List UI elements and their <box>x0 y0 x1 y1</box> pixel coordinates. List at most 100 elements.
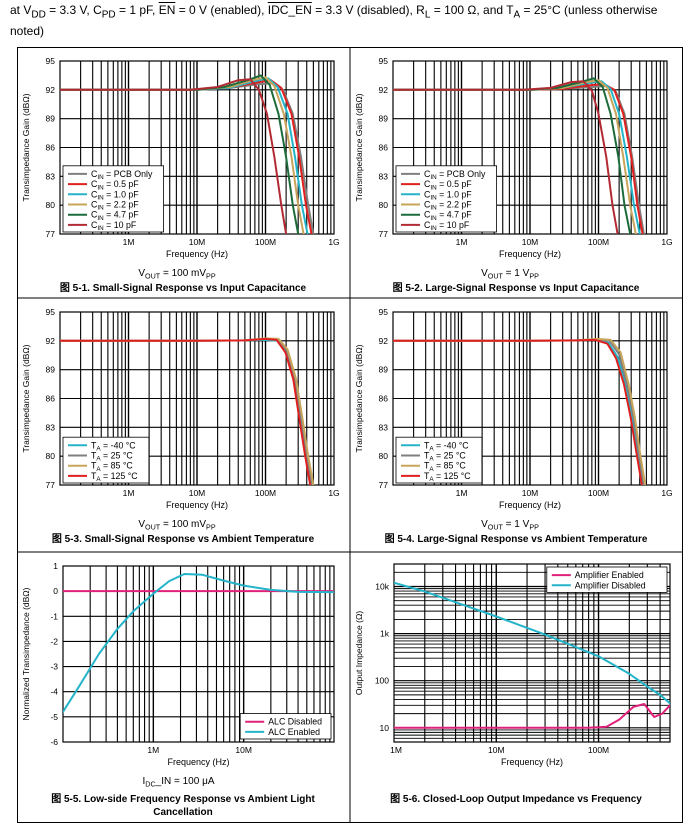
series-line-1 <box>394 703 670 729</box>
x-tick-label: 1M <box>123 237 135 247</box>
y-tick-label: 92 <box>379 336 389 346</box>
x-axis-label: Frequency (Hz) <box>499 249 561 259</box>
series-group <box>394 581 670 729</box>
y-axis-label: Transimpedance Gain (dBΩ) <box>21 93 31 201</box>
plot-frame <box>393 563 671 743</box>
series-line-4 <box>393 338 643 485</box>
series-group <box>393 337 647 485</box>
x-tick-label: 100M <box>255 488 276 498</box>
chart-fig-5-3: 77 80 83 86 89 92 95 1M 10M 100M 1G Frequency (Hz) T… <box>21 307 340 545</box>
plot-frame <box>392 311 668 486</box>
x-tick-label: 10M <box>235 745 252 755</box>
y-tick-label: 83 <box>379 171 389 181</box>
chart-subcaption: VOUT​ = 100 mVPP​ <box>138 519 215 532</box>
legend-entry: CIN​ = 1.0 pF <box>424 189 472 201</box>
chart-caption: 图 5-1. Small-Signal Response vs Input Ca… <box>60 282 307 294</box>
chart-fig-5-4: 77 80 83 86 89 92 95 1M 10M 100M 1G Frequency (Hz) T… <box>354 307 673 545</box>
y-tick-label: 92 <box>379 85 389 95</box>
y-axis-label: Transimpedance Gain (dBΩ) <box>21 344 31 452</box>
y-tick-label: 80 <box>379 451 389 461</box>
legend-entry: ALC Enabled <box>268 727 320 737</box>
series-line-2 <box>63 573 334 713</box>
legend-entry: CIN​ = 2.2 pF <box>424 200 472 212</box>
legend-entry: CIN​ = 4.7 pF <box>91 210 139 222</box>
legend-entry: TA​ = 85 °C <box>91 461 133 473</box>
y-axis-label: Transimpedance Gain (dBΩ) <box>354 344 364 452</box>
legend-entry: CIN​ = 10 pF <box>91 220 137 232</box>
x-tick-label: 1M <box>123 488 135 498</box>
y-tick-label: 89 <box>379 114 389 124</box>
test-conditions: at VDD = 3.3 V, CPD = 1 pF, EN = 0 V (en… <box>10 3 658 39</box>
y-tick-label: 0 <box>53 586 58 596</box>
x-tick-label: 100M <box>588 237 609 247</box>
y-tick-label: 89 <box>46 365 56 375</box>
x-tick-label: 100M <box>255 237 276 247</box>
y-tick-label: 77 <box>379 480 389 490</box>
x-axis-label: Frequency (Hz) <box>167 757 229 767</box>
y-tick-label: 83 <box>379 422 389 432</box>
x-tick-label: 1M <box>456 488 468 498</box>
x-tick-label: 10M <box>189 237 206 247</box>
legend: TA​ = -40 °CTA​ = 25 °CTA​ = 85 °CTA​ = … <box>395 436 483 484</box>
y-tick-label: 1k <box>380 629 390 639</box>
y-tick-label: 89 <box>379 365 389 375</box>
series-line-2 <box>394 581 670 705</box>
plot-frame <box>62 565 335 743</box>
y-tick-label: 80 <box>46 200 56 210</box>
y-tick-label: 92 <box>46 336 56 346</box>
chart-fig-5-6: 10 100 1k 10k 1M 10M 100M Frequency (Hz) Output … <box>354 563 671 805</box>
x-tick-label: 1G <box>328 237 339 247</box>
chart-caption: 图 5-5. Low-side Frequency Response vs Am… <box>51 793 315 818</box>
y-tick-label: -2 <box>50 636 58 646</box>
y-tick-label: 77 <box>379 229 389 239</box>
plot-frame <box>59 60 335 235</box>
y-tick-label: 77 <box>46 480 56 490</box>
plot-frame <box>392 60 668 235</box>
x-tick-label: 1G <box>328 488 339 498</box>
y-tick-label: 89 <box>46 114 56 124</box>
y-tick-label: 86 <box>46 143 56 153</box>
y-tick-label: 10k <box>375 581 389 591</box>
x-tick-label: 10M <box>189 488 206 498</box>
figures-svg: 77 80 83 86 89 92 95 1M 10M 100M 1G Frequency (Hz) T… <box>17 47 683 823</box>
y-tick-label: -5 <box>50 712 58 722</box>
chart-fig-5-1: 77 80 83 86 89 92 95 1M 10M 100M 1G Frequency (Hz) T… <box>21 56 340 294</box>
legend-entry: ALC Disabled <box>268 717 322 727</box>
y-tick-label: 1 <box>53 561 58 571</box>
y-axis-label: Normalized Transimpedance (dBΩ) <box>21 587 31 720</box>
y-tick-label: 10 <box>380 723 390 733</box>
y-tick-label: -1 <box>50 611 58 621</box>
series-group <box>393 77 645 234</box>
x-tick-label: 100M <box>588 745 609 755</box>
chart-subcaption: VOUT​ = 1 VPP​ <box>481 268 539 281</box>
series-group <box>63 573 334 713</box>
legend-entry: Amplifier Disabled <box>575 580 646 590</box>
x-axis-label: Frequency (Hz) <box>501 757 563 767</box>
x-tick-label: 10M <box>522 237 539 247</box>
x-tick-label: 1M <box>147 745 159 755</box>
legend-entry: Amplifier Enabled <box>575 570 644 580</box>
legend-box <box>62 165 164 233</box>
y-axis-label: Transimpedance Gain (dBΩ) <box>354 93 364 201</box>
chart-caption: 图 5-2. Large-Signal Response vs Input Ca… <box>393 282 640 294</box>
legend-entry: CIN​ = PCB Only <box>91 169 153 181</box>
x-axis-label: Frequency (Hz) <box>499 500 561 510</box>
legend-entry: TA​ = -40 °C <box>424 440 469 452</box>
series-line-6 <box>60 78 288 234</box>
legend-box <box>239 713 332 740</box>
y-tick-label: 100 <box>375 676 389 686</box>
legend: TA​ = -40 °CTA​ = 25 °CTA​ = 85 °CTA​ = … <box>62 436 150 484</box>
y-tick-label: -4 <box>50 687 58 697</box>
x-tick-label: 1G <box>661 237 672 247</box>
legend-entry: TA​ = 125 °C <box>424 471 471 483</box>
series-group <box>60 337 315 485</box>
chart-caption: 图 5-4. Large-Signal Response vs Ambient … <box>385 533 648 545</box>
series-line-4 <box>60 337 312 485</box>
legend-entry: CIN​ = 1.0 pF <box>91 189 139 201</box>
legend-box <box>546 566 668 593</box>
legend-entry: TA​ = 85 °C <box>424 461 466 473</box>
legend-entry: CIN​ = 2.2 pF <box>91 200 139 212</box>
series-group <box>60 74 315 234</box>
legend-entry: CIN​ = 0.5 pF <box>91 179 139 191</box>
y-axis-label: Output Impedance (Ω) <box>354 611 364 695</box>
